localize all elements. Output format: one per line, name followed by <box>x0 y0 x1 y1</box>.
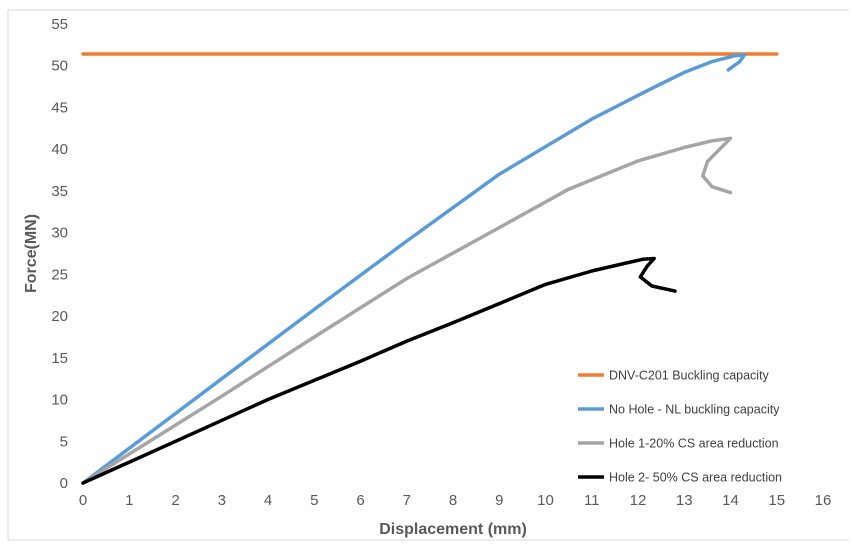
x-tick-label: 2 <box>171 492 179 509</box>
x-tick-label: 3 <box>218 492 226 509</box>
series-line-2 <box>81 53 747 485</box>
x-tick-label: 4 <box>264 492 272 509</box>
series-line-4 <box>81 256 677 485</box>
x-axis-title: Displacement (mm) <box>379 521 527 538</box>
y-axis-title: Force(MN) <box>23 214 40 293</box>
x-tick-label: 8 <box>449 492 457 509</box>
x-tick-label: 0 <box>79 492 87 509</box>
y-tick-label: 0 <box>60 475 68 492</box>
x-tick-label: 13 <box>676 492 693 509</box>
legend-label: Hole 2- 50% CS area reduction <box>609 471 782 485</box>
series-layer <box>81 52 779 485</box>
y-axis-ticks: 0 5 10 15 20 25 30 35 40 45 50 55 <box>51 16 68 492</box>
x-tick-label: 5 <box>310 492 318 509</box>
x-axis-ticks: 0 1 2 3 4 5 6 7 8 9 10 11 12 13 14 15 16 <box>79 492 832 509</box>
y-tick-label: 45 <box>51 99 68 116</box>
y-tick-label: 35 <box>51 183 68 200</box>
x-tick-label: 14 <box>722 492 739 509</box>
y-tick-label: 15 <box>51 350 68 367</box>
x-tick-label: 12 <box>630 492 647 509</box>
y-tick-label: 50 <box>51 58 68 75</box>
y-tick-label: 25 <box>51 266 68 283</box>
x-tick-label: 16 <box>815 492 832 509</box>
y-tick-label: 55 <box>51 16 68 33</box>
legend-label: DNV-C201 Buckling capacity <box>609 369 770 383</box>
x-tick-label: 15 <box>768 492 785 509</box>
x-tick-label: 10 <box>537 492 554 509</box>
y-tick-label: 5 <box>60 433 68 450</box>
x-tick-label: 6 <box>356 492 364 509</box>
x-tick-label: 1 <box>125 492 133 509</box>
y-tick-label: 40 <box>51 141 68 158</box>
legend-label: No Hole - NL buckling capacity <box>609 403 780 417</box>
x-tick-label: 9 <box>495 492 503 509</box>
legend-label: Hole 1-20% CS area reduction <box>609 437 779 451</box>
x-tick-label: 11 <box>584 492 600 509</box>
y-tick-label: 30 <box>51 225 68 242</box>
x-tick-label: 7 <box>403 492 411 509</box>
legend: DNV-C201 Buckling capacity No Hole - NL b… <box>578 369 782 485</box>
y-tick-label: 20 <box>51 308 68 325</box>
y-tick-label: 10 <box>51 392 68 409</box>
series-line-3 <box>81 136 733 485</box>
